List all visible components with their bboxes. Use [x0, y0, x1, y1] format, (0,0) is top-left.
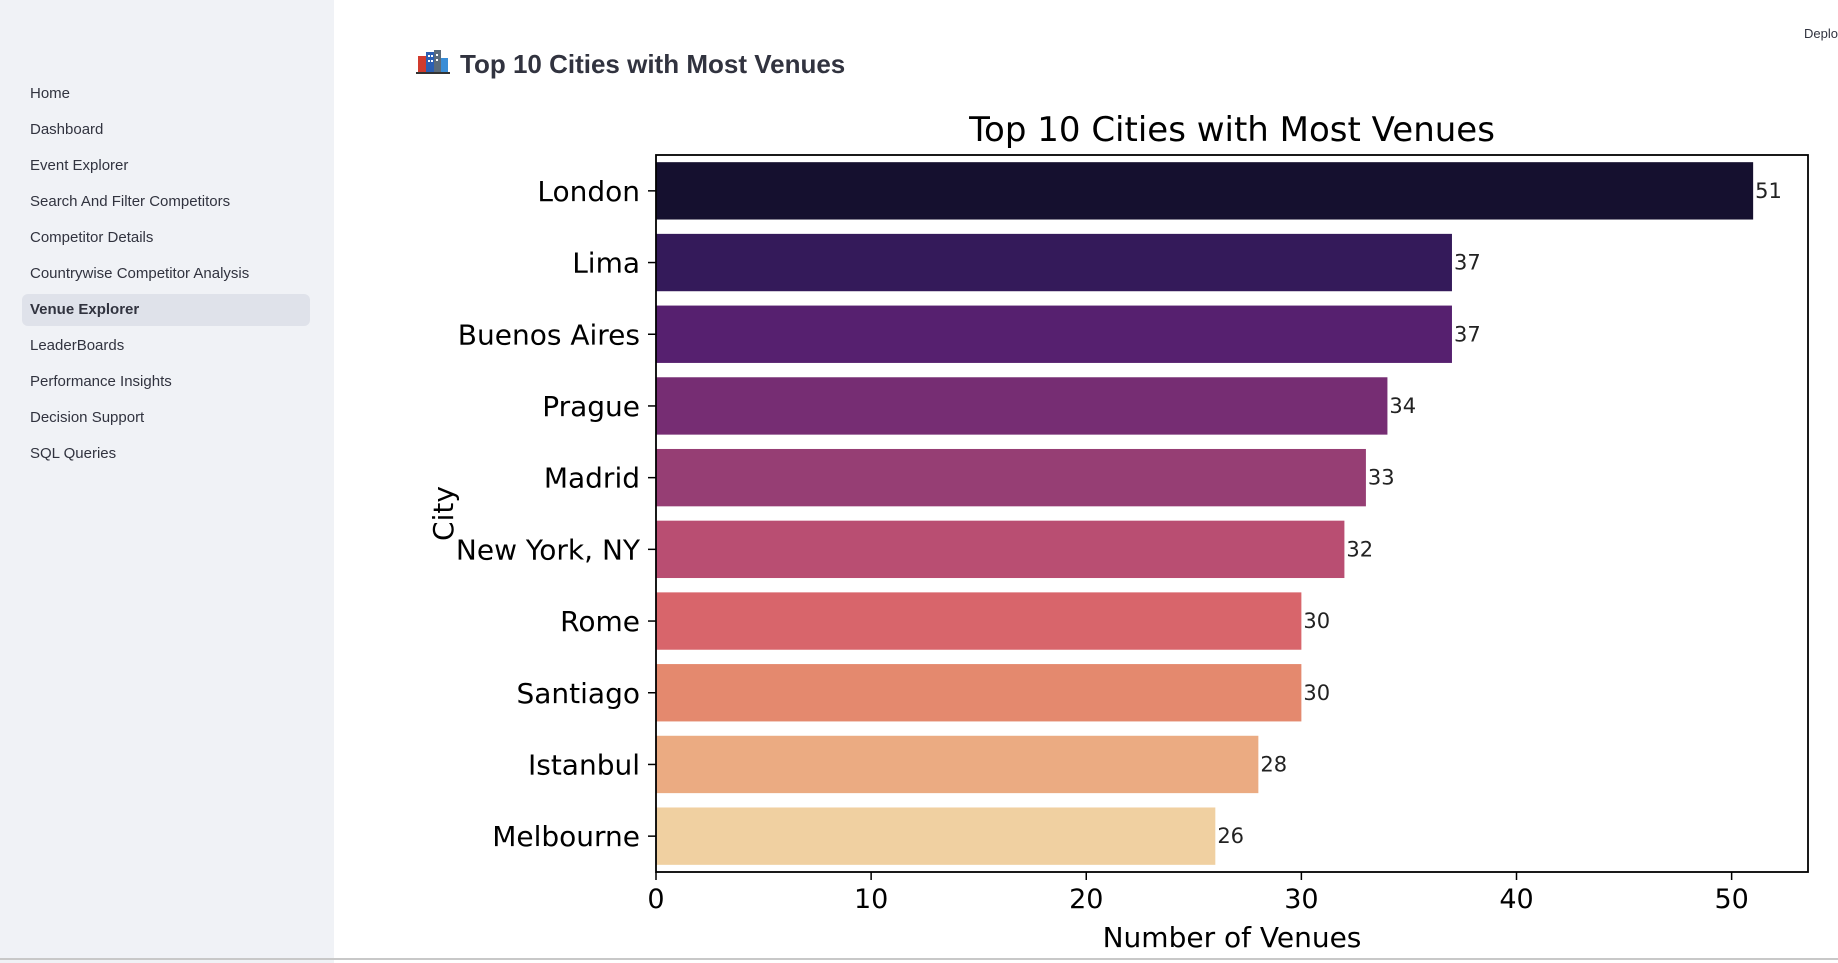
y-tick-label: Istanbul [528, 748, 640, 781]
bar-value-label: 51 [1755, 179, 1782, 203]
bar-value-label: 30 [1303, 609, 1330, 633]
sidebar-item-home[interactable]: Home [30, 85, 71, 102]
x-axis-label: Number of Venues [1103, 921, 1362, 954]
x-tick-label: 40 [1499, 884, 1533, 915]
x-tick-label: 20 [1069, 884, 1103, 915]
y-tick-label: Lima [572, 247, 640, 280]
bar-value-label: 37 [1454, 251, 1481, 275]
y-tick-label: Prague [542, 390, 640, 423]
sidebar-item-leaderboards[interactable]: LeaderBoards [30, 337, 125, 354]
sidebar-item-search-and-filter-competitors[interactable]: Search And Filter Competitors [30, 193, 231, 210]
x-tick-label: 10 [854, 884, 888, 915]
bar-value-label: 33 [1368, 466, 1395, 490]
bar [656, 233, 1452, 292]
x-tick-label: 50 [1714, 884, 1748, 915]
y-tick-label: Rome [560, 605, 640, 638]
sidebar-item-sql-queries[interactable]: SQL Queries [30, 445, 117, 462]
y-tick-label: Buenos Aires [458, 318, 640, 351]
bar-value-label: 32 [1346, 537, 1373, 561]
bar-value-label: 30 [1303, 681, 1330, 705]
bar [656, 807, 1216, 865]
bar [656, 162, 1754, 220]
bar [656, 377, 1388, 435]
y-tick-label: Santiago [517, 677, 641, 710]
y-tick-label: New York, NY [456, 533, 641, 566]
sidebar-item-decision-support[interactable]: Decision Support [30, 409, 145, 426]
page-title-text: Top 10 Cities with Most Venues [460, 49, 846, 79]
y-axis-label: City [430, 486, 460, 541]
deploy-button[interactable]: Deplo [1804, 26, 1838, 41]
cityscape-icon [416, 48, 450, 81]
sidebar-item-countrywise-competitor-analysis[interactable]: Countrywise Competitor Analysis [30, 265, 250, 282]
bar-chart: Top 10 Cities with Most Venues 51 London 37… [430, 110, 1809, 954]
y-tick-label: London [537, 175, 640, 208]
sidebar-item-event-explorer[interactable]: Event Explorer [30, 157, 129, 174]
page-title: Top 10 Cities with Most Venues [416, 48, 845, 81]
bar [656, 592, 1302, 650]
sidebar-item-dashboard[interactable]: Dashboard [30, 121, 104, 138]
plot-frame [655, 154, 1809, 873]
chart-title: Top 10 Cities with Most Venues [968, 110, 1495, 150]
x-tick-label: 30 [1284, 884, 1318, 915]
bar-value-label: 34 [1389, 394, 1416, 418]
bar [656, 305, 1452, 363]
x-tick-label: 0 [647, 884, 664, 915]
bar-value-label: 28 [1260, 752, 1287, 776]
bar [656, 448, 1366, 507]
y-tick-label: Madrid [544, 462, 640, 495]
sidebar-item-competitor-details[interactable]: Competitor Details [30, 229, 154, 246]
sidebar-nav: Home Dashboard Event Explorer Search And Fi… [22, 78, 310, 474]
bar-value-label: 37 [1454, 322, 1481, 346]
bottom-divider [0, 958, 1838, 960]
bar [656, 735, 1259, 794]
bar [656, 664, 1302, 722]
sidebar: Home Dashboard Event Explorer Search And Fi… [0, 0, 334, 963]
bar [656, 520, 1345, 579]
y-tick-label: Melbourne [492, 820, 640, 853]
sidebar-item-venue-explorer[interactable]: Venue Explorer [22, 294, 310, 326]
bar-value-label: 26 [1217, 824, 1244, 848]
sidebar-item-performance-insights[interactable]: Performance Insights [30, 373, 172, 390]
